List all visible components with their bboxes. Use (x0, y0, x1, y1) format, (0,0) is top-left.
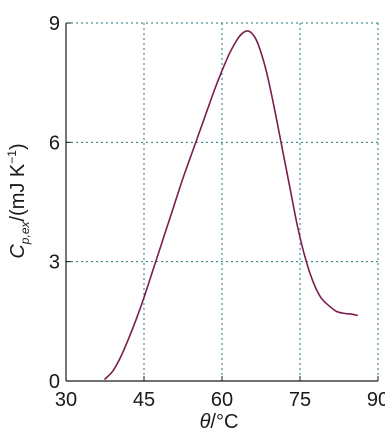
y-axis-label-symbol: C (7, 244, 29, 259)
axes (65, 22, 379, 382)
y-axis-label: Cp,ex/(mJ K−1) (5, 143, 32, 258)
series-line-0 (104, 30, 358, 380)
y-tick-label-0: 0 (49, 371, 60, 393)
y-tick-label-9: 9 (49, 13, 60, 35)
y-axis-label-unit-superscript: −1 (5, 150, 19, 164)
x-tick-label-90: 90 (367, 389, 385, 411)
y-tick-label-3: 3 (49, 252, 60, 274)
x-tick-label-75: 75 (289, 389, 311, 411)
x-tick-label-45: 45 (133, 389, 155, 411)
y-axis-label-unit-open: /(mJ K (7, 163, 29, 221)
y-axis-label-subscript: p,ex (18, 221, 32, 246)
x-tick-label-30: 30 (55, 389, 77, 411)
x-axis-label: θ/°C (200, 411, 239, 433)
tick-labels: 30 45 60 75 90 0 3 6 9 (49, 13, 385, 411)
series (104, 30, 358, 380)
gridlines (66, 22, 379, 381)
y-tick-label-6: 6 (49, 132, 60, 154)
x-axis-label-unit: /°C (210, 411, 238, 433)
y-axis-label-unit-close: ) (7, 143, 29, 150)
x-axis-label-symbol: θ (200, 411, 211, 433)
x-tick-label-60: 60 (211, 389, 233, 411)
